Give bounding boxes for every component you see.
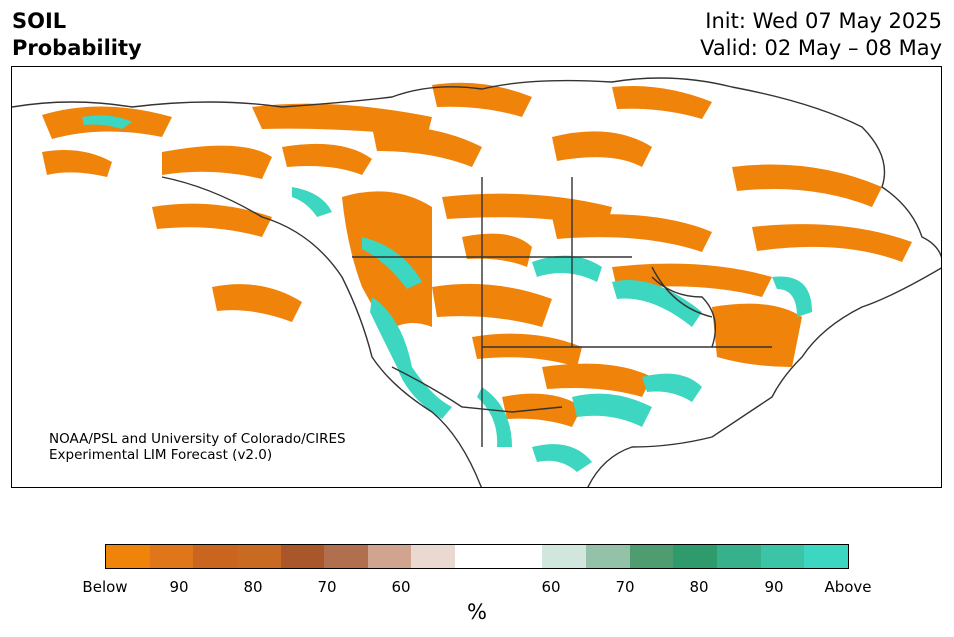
coastlines-and-borders [12, 77, 941, 487]
colorbar-segment [760, 545, 805, 568]
credit-text: NOAA/PSL and University of Colorado/CIRE… [49, 431, 346, 463]
subtitle: Probability [12, 36, 142, 60]
colorbar-segment [586, 545, 630, 568]
forecast-map [12, 77, 941, 487]
colorbar-tick-label: 60 [391, 578, 411, 596]
colorbar-tick-label: 80 [243, 578, 263, 596]
colorbar-tick-label: Below [82, 578, 128, 596]
below-normal-regions [42, 82, 912, 427]
colorbar-unit: % [467, 600, 487, 624]
map-panel: NOAA/PSL and University of Colorado/CIRE… [11, 66, 942, 488]
colorbar-segment [411, 545, 456, 568]
colorbar-tick-label: 80 [689, 578, 709, 596]
colorbar [105, 544, 849, 569]
valid-range: Valid: 02 May – 08 May [700, 36, 942, 60]
colorbar-tick-label: 90 [169, 578, 189, 596]
colorbar-segment [542, 545, 587, 568]
date-block: Init: Wed 07 May 2025 Valid: 02 May – 08… [700, 8, 942, 62]
colorbar-segment [673, 545, 717, 568]
colorbar-tick-label: 90 [764, 578, 784, 596]
above-normal-regions [82, 115, 812, 472]
colorbar-segment [804, 545, 848, 568]
init-date: Init: Wed 07 May 2025 [705, 9, 942, 33]
colorbar-tick-label: Above [824, 578, 872, 596]
colorbar-segment [236, 545, 281, 568]
colorbar-segment [324, 545, 368, 568]
colorbar-segment [716, 545, 761, 568]
colorbar-segment [149, 545, 194, 568]
colorbar-tick-label: 60 [541, 578, 561, 596]
colorbar-tick-label: 70 [317, 578, 337, 596]
colorbar-segment [367, 545, 412, 568]
credit-line-1: NOAA/PSL and University of Colorado/CIRE… [49, 431, 346, 447]
title-block: SOIL Probability [12, 8, 142, 62]
colorbar-segment [193, 545, 237, 568]
credit-line-2: Experimental LIM Forecast (v2.0) [49, 447, 273, 463]
colorbar-segment [455, 545, 499, 568]
colorbar-segment [106, 545, 150, 568]
colorbar-segment [498, 545, 543, 568]
colorbar-tick-label: 70 [615, 578, 635, 596]
colorbar-segment [629, 545, 674, 568]
variable-title: SOIL [12, 9, 67, 33]
colorbar-segment [280, 545, 325, 568]
